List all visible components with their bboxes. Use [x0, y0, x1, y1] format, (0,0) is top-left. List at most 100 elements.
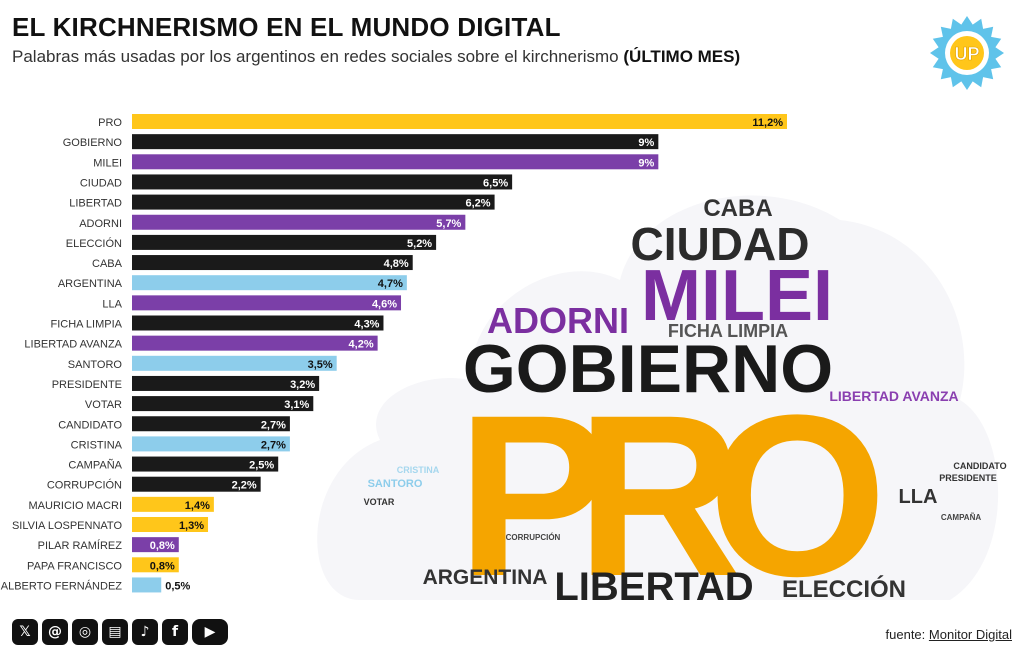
- value-label-gobierno: 9%: [638, 137, 654, 149]
- chart-title: EL KIRCHNERISMO EN EL MUNDO DIGITAL: [12, 12, 561, 42]
- category-label-votar: VOTAR: [85, 399, 122, 411]
- category-label-caba: CABA: [92, 258, 123, 270]
- cloud-word-libertad-avanza: LIBERTAD AVANZA: [829, 388, 958, 404]
- bar-adorni: [132, 214, 466, 230]
- bar-candidato: [132, 416, 290, 432]
- cloud-word-lla: LLA: [899, 486, 938, 508]
- bar-milei: [132, 154, 659, 170]
- bar-silvia-lospennato: [132, 517, 209, 532]
- value-label-votar: 3,1%: [284, 399, 309, 411]
- cloud-word-argentina: ARGENTINA: [423, 566, 548, 589]
- bar-presidente: [132, 375, 320, 391]
- value-label-alberto-fern-ndez: 0,5%: [165, 580, 190, 592]
- cloud-word-candidato: CANDIDATO: [953, 461, 1006, 471]
- bar-papa-francisco: [132, 557, 179, 573]
- category-label-libertad-avanza: LIBERTAD AVANZA: [24, 339, 122, 351]
- cloud-word-cristina: CRISTINA: [397, 465, 440, 475]
- cloud-word-adorni: ADORNI: [487, 300, 629, 341]
- value-label-adorni: 5,7%: [436, 218, 461, 230]
- category-label-campa-a: CAMPAÑA: [68, 459, 122, 472]
- category-label-adorni: ADORNI: [79, 218, 122, 230]
- cloud-word-corrupci-n: CORRUPCIÓN: [506, 533, 561, 542]
- facebook-icon[interactable]: f: [162, 619, 188, 645]
- bar-libertad-avanza: [132, 335, 378, 351]
- value-label-candidato: 2,7%: [261, 419, 286, 431]
- bar-elecci-n: [132, 234, 437, 250]
- category-label-candidato: CANDIDATO: [58, 419, 122, 431]
- bar-ficha-limpia: [132, 315, 384, 331]
- source-link[interactable]: Monitor Digital: [928, 627, 1012, 642]
- bar-gobierno: [132, 134, 659, 150]
- cloud-word-libertad: LIBERTAD: [554, 565, 753, 609]
- newsletter-icon[interactable]: ▤: [102, 619, 128, 645]
- bar-caba: [132, 255, 413, 271]
- cloud-word-ciudad: CIUDAD: [631, 218, 810, 270]
- bar-libertad: [132, 194, 495, 210]
- cloud-word-pro: PRO: [457, 367, 887, 624]
- subtitle-text: Palabras más usadas por los argentinos e…: [12, 47, 619, 66]
- value-label-ficha-limpia: 4,3%: [354, 319, 379, 331]
- bar-chart: PRO 11,2% GOBIERNO 9% MILEI 9% CIUDAD 6,5% LIBER…: [1, 114, 787, 593]
- bar-pro: [132, 114, 787, 129]
- cloud-word-milei: MILEI: [641, 256, 833, 336]
- logo-text: UP: [954, 44, 979, 64]
- category-label-milei: MILEI: [93, 157, 122, 169]
- value-label-campa-a: 2,5%: [249, 460, 274, 472]
- cloud-word-santoro: SANTORO: [368, 478, 423, 490]
- cloud-word-elecci-n: ELECCIÓN: [782, 575, 906, 603]
- category-label-silvia-lospennato: SILVIA LOSPENNATO: [12, 520, 122, 532]
- value-label-argentina: 4,7%: [378, 278, 403, 290]
- bar-votar: [132, 396, 314, 412]
- bar-ciudad: [132, 174, 513, 190]
- value-label-pro: 11,2%: [752, 117, 783, 129]
- category-label-ciudad: CIUDAD: [80, 177, 122, 189]
- category-label-alberto-fern-ndez: ALBERTO FERNÁNDEZ: [1, 579, 123, 592]
- category-label-papa-francisco: PAPA FRANCISCO: [27, 560, 122, 572]
- cloud-word-gobierno: GOBIERNO: [463, 331, 833, 407]
- value-label-elecci-n: 5,2%: [407, 238, 432, 250]
- value-label-milei: 9%: [638, 157, 654, 169]
- value-label-pilar-ram-rez: 0,8%: [150, 540, 175, 552]
- value-label-mauricio-macri: 1,4%: [185, 500, 210, 512]
- value-label-silvia-lospennato: 1,3%: [179, 520, 204, 532]
- category-label-argentina: ARGENTINA: [58, 278, 123, 290]
- category-label-pilar-ram-rez: PILAR RAMÍREZ: [38, 539, 123, 552]
- value-label-libertad-avanza: 4,2%: [349, 339, 374, 351]
- threads-icon[interactable]: @: [42, 619, 68, 645]
- category-label-santoro: SANTORO: [68, 359, 123, 371]
- value-label-corrupci-n: 2,2%: [232, 480, 257, 492]
- cloud-word-presidente: PRESIDENTE: [939, 473, 997, 483]
- category-label-libertad: LIBERTAD: [69, 198, 122, 210]
- subtitle-period: (ÚLTIMO MES): [623, 47, 741, 66]
- tiktok-icon[interactable]: ♪: [132, 619, 158, 645]
- x-icon[interactable]: 𝕏: [12, 619, 38, 645]
- source-prefix: fuente:: [885, 627, 926, 642]
- category-label-presidente: PRESIDENTE: [52, 379, 122, 391]
- youtube-icon[interactable]: ▶: [192, 619, 228, 645]
- social-links: 𝕏 @ ◎ ▤ ♪ f ▶: [12, 618, 228, 646]
- category-label-lla: LLA: [102, 298, 122, 310]
- value-label-libertad: 6,2%: [466, 198, 491, 210]
- instagram-icon[interactable]: ◎: [72, 619, 98, 645]
- bar-argentina: [132, 275, 407, 291]
- category-label-cristina: CRISTINA: [71, 439, 123, 451]
- category-label-mauricio-macri: MAURICIO MACRI: [29, 500, 123, 512]
- value-label-caba: 4,8%: [384, 258, 409, 270]
- category-label-gobierno: GOBIERNO: [63, 137, 123, 149]
- cloud-shape: [317, 195, 999, 601]
- cloud-word-votar: VOTAR: [364, 497, 395, 507]
- category-label-ficha-limpia: FICHA LIMPIA: [50, 319, 122, 331]
- value-label-cristina: 2,7%: [261, 439, 286, 451]
- bar-santoro: [132, 355, 337, 371]
- bar-campa-a: [132, 456, 279, 472]
- value-label-papa-francisco: 0,8%: [150, 560, 175, 572]
- cloud-word-campa-a: CAMPAÑA: [941, 513, 982, 522]
- chart-subtitle: Palabras más usadas por los argentinos e…: [12, 47, 740, 67]
- source-credit: fuente: Monitor Digital: [886, 627, 1012, 642]
- up-logo: UP: [930, 16, 1004, 90]
- bar-pilar-ram-rez: [132, 537, 179, 553]
- bar-corrupci-n: [132, 476, 261, 492]
- bar-mauricio-macri: [132, 496, 214, 512]
- value-label-santoro: 3,5%: [308, 359, 333, 371]
